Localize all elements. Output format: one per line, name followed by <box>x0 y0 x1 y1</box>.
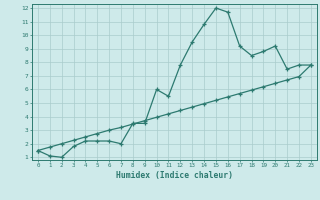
X-axis label: Humidex (Indice chaleur): Humidex (Indice chaleur) <box>116 171 233 180</box>
